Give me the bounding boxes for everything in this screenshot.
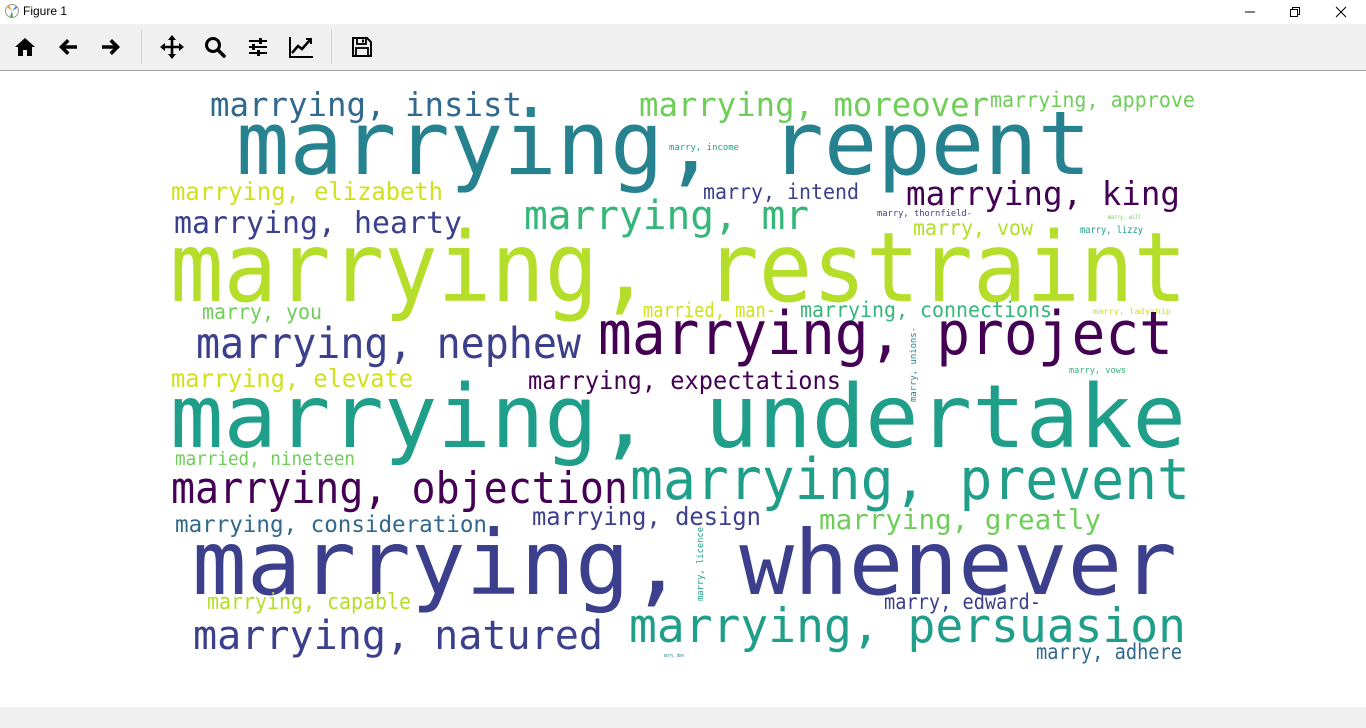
- word-cloud-term: marry, will: [1108, 214, 1141, 221]
- word-cloud-term: marrying, elevate: [171, 364, 413, 393]
- word-cloud-term: marrying, connections: [800, 298, 1052, 322]
- line-chart-icon: [289, 37, 313, 58]
- word-cloud-term: marrying, mr: [524, 193, 809, 239]
- word-cloud-term: marrying, objection: [171, 463, 628, 514]
- word-cloud-term: marry, you: [202, 300, 322, 324]
- word-cloud-term: marrying, project: [598, 299, 1173, 369]
- word-cloud-term: marrying, natured: [193, 613, 603, 659]
- word-cloud-term: marry, income: [669, 143, 739, 153]
- word-cloud-term: marrying, design: [532, 502, 761, 531]
- title-bar: Figure 1: [0, 0, 1366, 24]
- word-cloud-term: marry, ladyship: [1093, 307, 1171, 316]
- word-cloud-term: married, nineteen: [175, 448, 355, 470]
- word-cloud-term: marrying, nephew: [196, 319, 581, 369]
- word-cloud-term: married, man-: [643, 298, 776, 322]
- word-cloud-term: marrying, insist: [210, 85, 522, 124]
- word-cloud-term: marry, licence: [696, 527, 706, 601]
- word-cloud-term: marry, adhere: [1036, 640, 1182, 664]
- word-cloud-term: marry, unions-: [909, 327, 919, 402]
- word-cloud-term: marrying, consideration: [175, 512, 487, 538]
- close-button[interactable]: [1318, 0, 1364, 24]
- word-cloud-term: marrying, greatly: [819, 503, 1101, 536]
- word-cloud-term: marrying, hearty: [174, 206, 462, 241]
- forward-button[interactable]: [96, 32, 126, 62]
- close-icon: [1335, 6, 1347, 18]
- word-cloud-term: marrying, repent: [236, 92, 1091, 195]
- configure-subplots-button[interactable]: [243, 32, 273, 62]
- word-cloud-term: marry, edward-: [884, 590, 1041, 614]
- toolbar-separator: [331, 30, 332, 64]
- home-icon: [15, 38, 35, 56]
- window-title: Figure 1: [23, 4, 68, 18]
- toolbar-separator: [141, 30, 142, 64]
- word-cloud-term: marrying, capable: [207, 590, 411, 615]
- edit-axis-button[interactable]: [286, 32, 316, 62]
- word-cloud-term: marrying, king: [906, 174, 1180, 213]
- word-cloud-term: marry, lizzy: [1080, 225, 1143, 236]
- word-cloud-term: marrying, restraint: [170, 212, 1187, 324]
- magnifier-icon: [205, 37, 226, 58]
- pan-button[interactable]: [157, 32, 187, 62]
- restore-icon: [1290, 7, 1300, 17]
- word-cloud-term: marrying, approve: [990, 88, 1195, 112]
- word-cloud: marrying, insist marrying, moreover marryi…: [170, 85, 1195, 664]
- save-button[interactable]: [347, 32, 377, 62]
- word-cloud-term: marrying, expectations: [528, 366, 841, 395]
- move-icon: [160, 35, 184, 59]
- matplotlib-app-icon: [5, 4, 19, 18]
- arrow-left-icon: [59, 39, 77, 55]
- home-button[interactable]: [10, 32, 40, 62]
- figure-canvas[interactable]: marrying, insist marrying, moreover marryi…: [0, 71, 1366, 707]
- word-cloud-term: marry, done: [664, 653, 684, 659]
- back-button[interactable]: [53, 32, 83, 62]
- zoom-button[interactable]: [200, 32, 230, 62]
- word-cloud-term: marrying, undertake: [170, 366, 1186, 468]
- floppy-disk-icon: [352, 37, 372, 57]
- minimize-icon: [1245, 11, 1255, 13]
- word-cloud-term: marrying, persuasion: [629, 599, 1186, 654]
- word-cloud-term: marrying, prevent: [630, 447, 1190, 513]
- sliders-icon: [249, 38, 267, 56]
- restore-button[interactable]: [1272, 0, 1318, 24]
- arrow-right-icon: [102, 39, 120, 55]
- word-cloud-term: marry, intend: [703, 180, 859, 204]
- word-cloud-term: marrying, whenever: [192, 511, 1177, 615]
- word-cloud-term: marry, vow: [913, 216, 1033, 240]
- word-cloud-term: marry, vows: [1069, 366, 1126, 376]
- status-bar: [0, 707, 1366, 728]
- word-cloud-term: marrying, moreover: [639, 85, 989, 124]
- navigation-toolbar: [0, 24, 1366, 71]
- minimize-button[interactable]: [1227, 0, 1273, 24]
- word-cloud-term: marry, thornfield-: [877, 209, 972, 219]
- word-cloud-term: marrying, elizabeth: [171, 177, 443, 206]
